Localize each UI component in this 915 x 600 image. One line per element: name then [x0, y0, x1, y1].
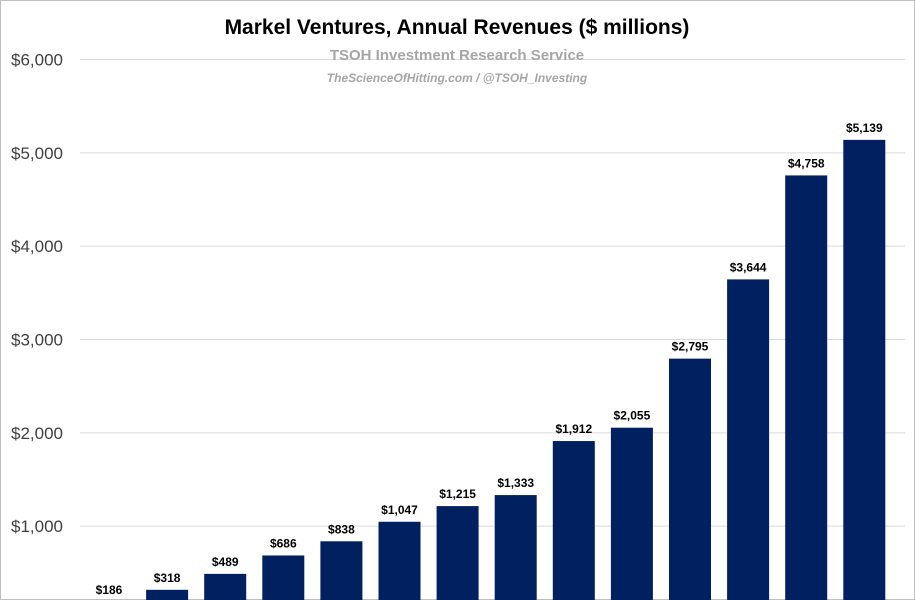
data-label: $3,644 — [730, 260, 767, 274]
bar — [204, 573, 247, 600]
bar — [378, 521, 421, 600]
chart-subtitle: TSOH Investment Research Service — [330, 47, 584, 64]
data-label: $2,055 — [614, 409, 651, 423]
data-label: $1,215 — [439, 487, 476, 501]
data-label: $838 — [328, 522, 355, 536]
y-tick-label: $6,000 — [11, 51, 63, 70]
y-tick-label: $2,000 — [11, 424, 63, 443]
y-tick-label: $4,000 — [11, 237, 63, 256]
y-tick-label: $1,000 — [11, 517, 63, 536]
data-label: $186 — [96, 583, 123, 597]
bar — [727, 279, 770, 600]
y-tick-label: $3,000 — [11, 331, 63, 350]
bar — [320, 541, 363, 600]
data-labels: $186 $318 $489 $686 $838 $1,047 $1,215 $1,333 $1… — [96, 121, 883, 597]
chart-title: Markel Ventures, Annual Revenues ($ mill… — [225, 16, 690, 39]
bars — [146, 139, 886, 600]
data-label: $318 — [154, 571, 181, 585]
data-label: $1,912 — [555, 422, 592, 436]
bar — [552, 441, 595, 600]
bar — [610, 427, 653, 600]
gridlines — [80, 59, 905, 527]
bar — [494, 495, 537, 600]
data-label: $686 — [270, 536, 297, 550]
bar — [262, 555, 305, 600]
chart-credit: TheScienceOfHitting.com / @TSOH_Investin… — [327, 71, 588, 85]
bar — [843, 139, 886, 600]
y-tick-label: $5,000 — [11, 144, 63, 163]
data-label: $1,047 — [381, 503, 418, 517]
bar — [669, 358, 711, 600]
data-label: $489 — [212, 555, 239, 569]
data-label: $1,333 — [497, 476, 534, 490]
data-label: $5,139 — [846, 121, 883, 135]
data-label: $2,795 — [672, 340, 709, 354]
bar — [146, 589, 189, 600]
data-label: $4,758 — [788, 156, 825, 170]
bar — [785, 175, 828, 600]
bar — [436, 506, 479, 600]
y-axis-tick-labels: $1,000 $2,000 $3,000 $4,000 $5,000 $6,000 — [11, 51, 63, 537]
